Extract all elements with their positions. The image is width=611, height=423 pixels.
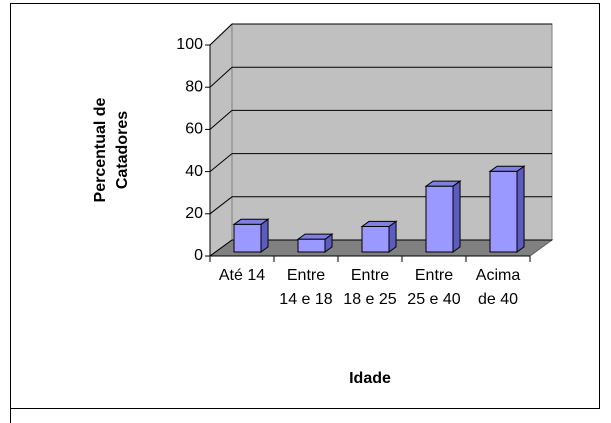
y-tick-label: 0 bbox=[194, 247, 203, 264]
bar bbox=[488, 165, 526, 253]
y-tick-label: 80 bbox=[185, 78, 203, 95]
bar bbox=[296, 233, 334, 253]
y-axis-title: Percentual de Catadores bbox=[92, 97, 131, 203]
y-tick-label: 60 bbox=[185, 121, 203, 138]
y-tick-label: 100 bbox=[176, 36, 203, 53]
bar-front bbox=[297, 238, 326, 253]
grid-line bbox=[209, 239, 233, 257]
x-tick-label: Entre 25 e 40 bbox=[407, 267, 461, 308]
bar bbox=[232, 218, 270, 253]
bar bbox=[360, 220, 398, 253]
x-tick-label: Entre 14 e 18 bbox=[279, 267, 333, 308]
side-wall bbox=[209, 22, 233, 257]
bar-side bbox=[452, 180, 461, 253]
x-axis-title: Idade bbox=[349, 370, 391, 387]
bar-front bbox=[489, 170, 518, 253]
x-tick-label: Até 14 bbox=[218, 267, 266, 284]
grid-line bbox=[209, 196, 233, 215]
bar-front bbox=[233, 223, 262, 253]
bar-front bbox=[361, 226, 390, 253]
y-tick-label: 40 bbox=[185, 163, 203, 180]
grid-line bbox=[209, 23, 233, 46]
bar-side bbox=[516, 165, 525, 253]
grid-line bbox=[209, 110, 233, 130]
grid-line bbox=[209, 153, 233, 172]
y-tick-label: 20 bbox=[185, 205, 203, 222]
grid-line bbox=[209, 66, 233, 88]
x-tick-label: Entre 18 e 25 bbox=[343, 267, 397, 308]
bar-front bbox=[425, 185, 454, 253]
x-tick-label: Acima de 40 bbox=[475, 267, 521, 308]
bar bbox=[424, 180, 462, 253]
